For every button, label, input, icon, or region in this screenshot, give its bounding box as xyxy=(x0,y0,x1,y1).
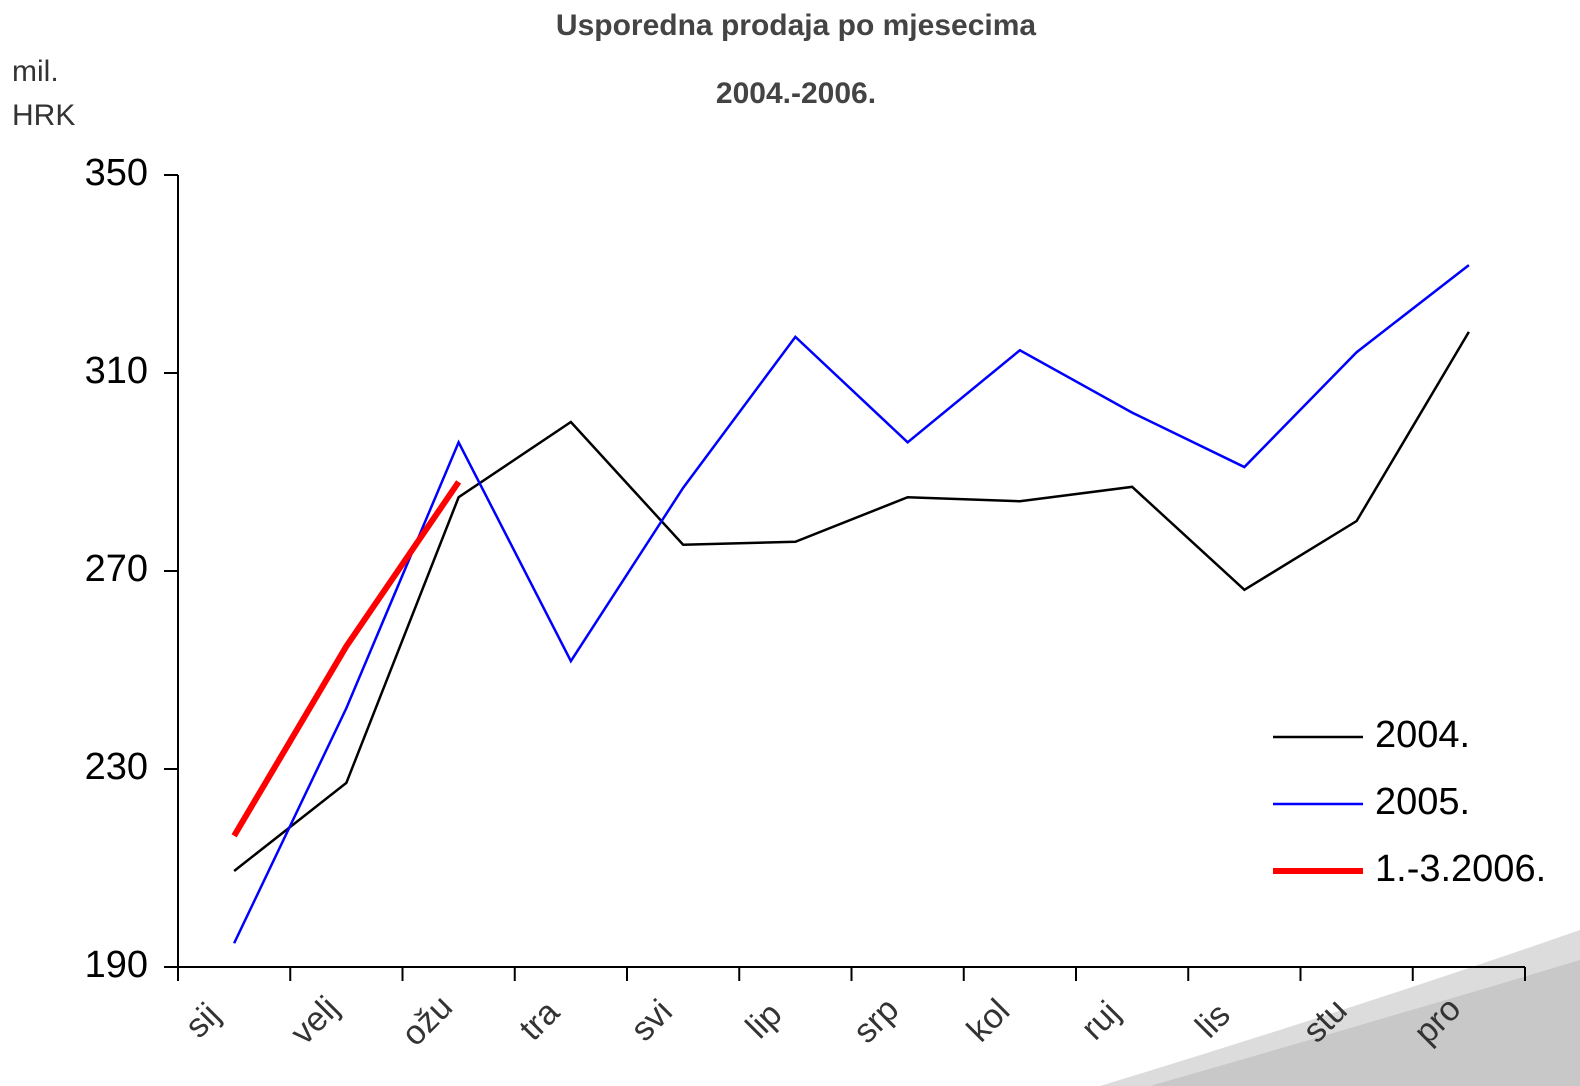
legend-label: 2004. xyxy=(1375,714,1470,756)
x-tick-label: velj xyxy=(283,989,346,1052)
x-tick-label: ožu xyxy=(394,988,460,1054)
series-line xyxy=(232,264,1470,944)
y-tick-label: 230 xyxy=(85,746,148,788)
x-tick-label: svi xyxy=(624,992,680,1048)
x-tick-label: lip xyxy=(738,995,789,1046)
y-tick-label: 310 xyxy=(85,350,148,392)
y-tick-label: 190 xyxy=(85,944,148,986)
chart-title: Usporedna prodaja po mjesecima xyxy=(556,9,1036,42)
y-tick-label: 350 xyxy=(85,152,148,194)
x-tick-label: ruj xyxy=(1074,994,1128,1048)
series-line xyxy=(231,480,462,838)
x-tick-label: srp xyxy=(846,990,906,1050)
decoration xyxy=(1150,960,1580,1086)
x-tick-label: sij xyxy=(178,996,228,1046)
y-tick-label: 270 xyxy=(85,548,148,590)
x-tick-label: lis xyxy=(1188,996,1238,1046)
x-tick-label: kol xyxy=(960,992,1018,1050)
chart-subtitle: 2004.-2006. xyxy=(716,77,876,110)
legend-label: 1.-3.2006. xyxy=(1375,848,1546,890)
legend-label: 2005. xyxy=(1375,781,1470,823)
x-tick-label: tra xyxy=(512,993,567,1048)
y-axis-label: mil. HRK xyxy=(12,55,76,132)
series-line xyxy=(233,331,1470,872)
